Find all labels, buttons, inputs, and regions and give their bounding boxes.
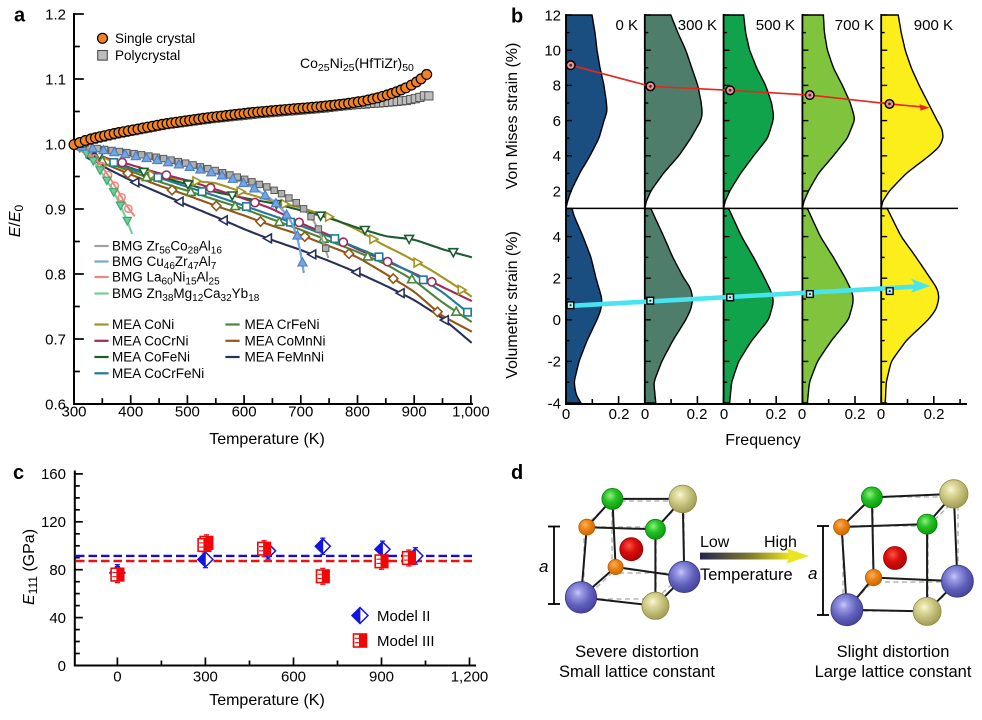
- svg-text:Model II: Model II: [377, 608, 430, 625]
- svg-text:0.9: 0.9: [45, 201, 66, 218]
- svg-text:0: 0: [113, 669, 121, 686]
- svg-text:0.2: 0.2: [609, 406, 630, 423]
- svg-text:6: 6: [553, 113, 561, 130]
- svg-text:0.2: 0.2: [766, 406, 787, 423]
- svg-text:1.1: 1.1: [45, 71, 66, 88]
- svg-text:0: 0: [58, 658, 66, 675]
- svg-text:b: b: [511, 6, 523, 28]
- svg-text:4: 4: [553, 148, 561, 165]
- svg-text:1.0: 1.0: [45, 136, 66, 153]
- svg-text:600: 600: [232, 404, 257, 421]
- svg-text:300: 300: [193, 669, 218, 686]
- svg-text:High: High: [764, 534, 797, 551]
- svg-text:1.2: 1.2: [45, 6, 66, 23]
- svg-text:160: 160: [41, 466, 66, 483]
- svg-text:900: 900: [369, 669, 394, 686]
- svg-text:0.8: 0.8: [45, 266, 66, 283]
- svg-text:MEA CoCrNi: MEA CoCrNi: [112, 333, 189, 348]
- svg-text:1,200: 1,200: [451, 669, 489, 686]
- svg-text:120: 120: [41, 514, 66, 531]
- svg-text:900: 900: [402, 404, 427, 421]
- svg-text:600: 600: [281, 669, 306, 686]
- svg-text:12: 12: [544, 7, 561, 24]
- svg-text:-2: -2: [548, 354, 561, 371]
- svg-text:Slight distortion: Slight distortion: [837, 643, 950, 661]
- svg-text:Temperature: Temperature: [700, 566, 793, 584]
- svg-text:Frequency: Frequency: [725, 432, 801, 449]
- svg-text:MEA CoMnNi: MEA CoMnNi: [245, 333, 326, 348]
- svg-text:80: 80: [49, 562, 66, 579]
- svg-text:a: a: [14, 5, 26, 27]
- svg-text:MEA CoFeNi: MEA CoFeNi: [112, 350, 190, 365]
- svg-text:Temperature (K): Temperature (K): [209, 431, 325, 448]
- svg-text:0.2: 0.2: [845, 406, 866, 423]
- svg-text:Large lattice constant: Large lattice constant: [815, 663, 972, 681]
- svg-text:300: 300: [61, 404, 86, 421]
- svg-text:BMG La60Ni15Al25: BMG La60Ni15Al25: [112, 270, 220, 288]
- svg-text:0: 0: [798, 406, 806, 423]
- svg-text:Small lattice constant: Small lattice constant: [559, 663, 715, 681]
- svg-text:0.2: 0.2: [687, 406, 708, 423]
- svg-text:MEA CoCrFeNi: MEA CoCrFeNi: [112, 366, 204, 381]
- svg-text:4: 4: [553, 229, 561, 246]
- svg-text:-4: -4: [548, 395, 561, 412]
- svg-text:2: 2: [553, 183, 561, 200]
- svg-text:0: 0: [641, 406, 649, 423]
- svg-text:700: 700: [288, 404, 313, 421]
- svg-text:500: 500: [175, 404, 200, 421]
- svg-text:BMG Cu46Zr47Al7: BMG Cu46Zr47Al7: [112, 254, 217, 272]
- svg-text:Model III: Model III: [377, 633, 435, 650]
- svg-text:MEA CrFeNi: MEA CrFeNi: [245, 317, 320, 332]
- svg-text:10: 10: [544, 43, 561, 60]
- svg-text:700 K: 700 K: [835, 17, 874, 34]
- svg-text:0.7: 0.7: [45, 331, 66, 348]
- svg-text:a: a: [808, 564, 817, 583]
- svg-text:E/E0: E/E0: [7, 204, 26, 237]
- svg-text:Severe distortion: Severe distortion: [575, 643, 699, 661]
- svg-text:BMG Zn38Mg12Ca32Yb18: BMG Zn38Mg12Ca32Yb18: [112, 286, 260, 304]
- svg-text:0: 0: [877, 406, 885, 423]
- svg-text:BMG Zr56Co28Al16: BMG Zr56Co28Al16: [112, 239, 222, 257]
- svg-text:Low: Low: [700, 534, 730, 551]
- svg-text:2: 2: [553, 271, 561, 288]
- svg-text:a: a: [539, 557, 548, 576]
- svg-text:40: 40: [49, 610, 66, 627]
- svg-text:Single crystal: Single crystal: [115, 31, 195, 46]
- svg-text:d: d: [511, 462, 523, 484]
- svg-text:E111 (GPa): E111 (GPa): [21, 529, 40, 605]
- svg-text:MEA FeMnNi: MEA FeMnNi: [245, 350, 325, 365]
- svg-text:0: 0: [553, 312, 561, 329]
- svg-text:0.6: 0.6: [45, 396, 66, 413]
- svg-text:Co25Ni25(HfTiZr)50: Co25Ni25(HfTiZr)50: [300, 55, 414, 74]
- svg-text:Von Mises strain (%): Von Mises strain (%): [504, 43, 521, 190]
- svg-text:0.2: 0.2: [924, 406, 945, 423]
- svg-text:300 K: 300 K: [678, 17, 717, 34]
- svg-text:MEA CoNi: MEA CoNi: [112, 317, 174, 332]
- svg-text:Temperature (K): Temperature (K): [209, 692, 325, 709]
- svg-text:0 K: 0 K: [615, 17, 638, 34]
- svg-text:0: 0: [562, 406, 570, 423]
- svg-text:Polycrystal: Polycrystal: [115, 48, 180, 63]
- svg-text:800: 800: [345, 404, 370, 421]
- svg-text:1,000: 1,000: [452, 404, 490, 421]
- svg-text:c: c: [13, 462, 24, 484]
- svg-text:400: 400: [118, 404, 143, 421]
- svg-text:8: 8: [553, 78, 561, 95]
- svg-text:0: 0: [720, 406, 728, 423]
- svg-text:500 K: 500 K: [756, 17, 795, 34]
- svg-text:900 K: 900 K: [914, 17, 953, 34]
- svg-text:Volumetric strain (%): Volumetric strain (%): [504, 231, 521, 379]
